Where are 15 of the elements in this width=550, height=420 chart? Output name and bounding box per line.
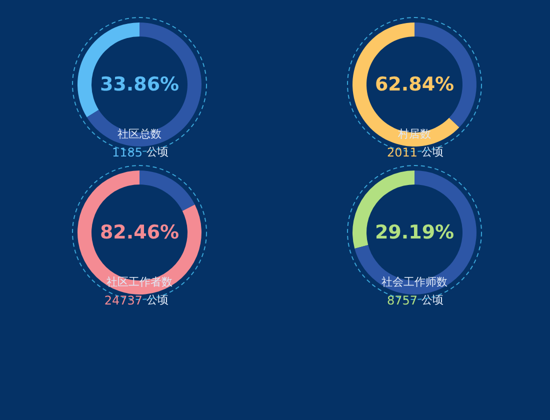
donut-slice [78, 170, 202, 294]
text: 1185 公顷 [112, 146, 168, 160]
text: 24737 公顷 [104, 294, 168, 308]
donut-slice [140, 170, 195, 211]
text: 社区总数 [118, 128, 162, 140]
text: 82.46% [100, 222, 180, 244]
donut-slice [86, 22, 202, 146]
text: 2011 公顷 [386, 146, 444, 160]
text: 8757 公顷 [386, 294, 444, 308]
text: 62.84% [374, 74, 454, 96]
text: 社会工作师数 [382, 276, 448, 288]
donut-slice [354, 170, 476, 294]
text: 29.19% [374, 222, 454, 244]
donut-slice [352, 22, 460, 146]
text: 33.86% [100, 74, 180, 96]
